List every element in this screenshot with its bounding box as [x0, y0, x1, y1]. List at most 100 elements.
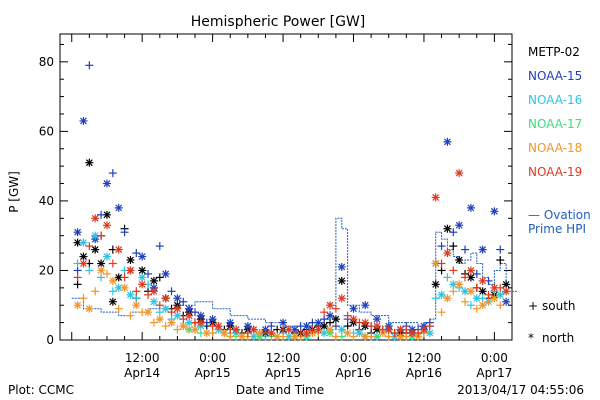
- south-plus-marker: [149, 318, 158, 327]
- marker-stroke: [397, 326, 404, 333]
- north-star-marker: [79, 238, 88, 247]
- y-tick-label: 60: [39, 124, 54, 138]
- south-plus-marker: [496, 301, 505, 310]
- marker-stroke: [455, 256, 463, 264]
- legend-south-label: south: [542, 299, 576, 313]
- south-plus-marker: [97, 273, 106, 282]
- south-plus-marker: [425, 322, 434, 331]
- south-plus-marker: [449, 287, 458, 296]
- marker-stroke: [350, 305, 357, 313]
- south-plus-marker: [390, 329, 399, 338]
- marker-stroke: [121, 284, 128, 292]
- south-plus-marker: [320, 315, 329, 324]
- north-star-marker: [466, 203, 475, 212]
- marker-stroke: [115, 273, 123, 281]
- marker-stroke: [338, 263, 346, 271]
- north-star-marker: [320, 322, 329, 331]
- marker-stroke: [115, 284, 123, 292]
- y-tick-label: 40: [39, 194, 54, 208]
- marker-stroke: [373, 315, 381, 323]
- marker-stroke: [109, 277, 117, 285]
- north-star-marker: [343, 329, 352, 338]
- marker-stroke: [479, 246, 487, 254]
- north-star-marker: [349, 304, 358, 313]
- south-plus-marker: [155, 273, 164, 282]
- marker-stroke: [314, 319, 322, 327]
- south-plus-marker: [132, 294, 141, 303]
- marker-stroke: [314, 326, 322, 333]
- marker-stroke: [127, 267, 134, 274]
- marker-stroke: [338, 294, 346, 302]
- x-tick-day-label: Apr16: [335, 366, 371, 380]
- y-tick-label: 20: [39, 263, 54, 277]
- marker-stroke: [344, 329, 352, 337]
- marker-stroke: [373, 322, 381, 330]
- legend-model-label: — Ovation: [528, 208, 591, 222]
- north-star-marker: [478, 287, 487, 296]
- marker-stroke: [326, 301, 334, 309]
- south-plus-marker: [355, 318, 364, 327]
- marker-stroke: [338, 326, 346, 333]
- south-plus-marker: [449, 266, 458, 275]
- north-star-marker: [79, 259, 88, 268]
- marker-stroke: [103, 221, 111, 229]
- marker-stroke: [144, 308, 152, 316]
- y-tick-label: 80: [39, 55, 54, 69]
- south-plus-marker: [185, 325, 194, 334]
- marker-stroke: [479, 277, 487, 285]
- footer-plot-credit: Plot: CCMC: [8, 383, 74, 397]
- south-plus-marker: [138, 308, 147, 317]
- south-plus-marker: [378, 325, 387, 334]
- ovation-step-path: [71, 217, 518, 327]
- south-plus-marker: [120, 273, 129, 282]
- south-plus-marker: [461, 245, 470, 254]
- south-plus-marker: [73, 280, 82, 289]
- marker-stroke: [490, 294, 498, 302]
- x-tick-time-label: 12:00: [407, 351, 442, 365]
- north-star-marker: [73, 238, 82, 247]
- marker-stroke: [502, 287, 510, 295]
- south-plus-marker: [73, 266, 82, 275]
- marker-stroke: [244, 322, 252, 330]
- marker-stroke: [361, 333, 369, 340]
- marker-stroke: [444, 249, 451, 257]
- north-star-marker: [138, 266, 147, 275]
- north-star-marker: [173, 311, 182, 320]
- south-plus-marker: [496, 283, 505, 292]
- north-star-marker: [161, 294, 170, 303]
- marker-stroke: [320, 329, 328, 337]
- north-star-marker: [91, 245, 100, 254]
- north-star-marker: [431, 280, 440, 289]
- marker-stroke: [179, 322, 187, 330]
- north-star-marker: [185, 311, 194, 320]
- north-star-marker: [496, 290, 505, 299]
- north-star-marker: [173, 294, 182, 303]
- north-star-marker: [114, 283, 123, 292]
- south-plus-marker: [167, 287, 176, 296]
- north-star-marker: [326, 325, 335, 334]
- north-star-marker: [226, 318, 235, 327]
- south-plus-marker: [279, 325, 288, 334]
- north-star-marker: [85, 158, 94, 167]
- south-plus-marker: [243, 329, 252, 338]
- south-plus-marker: [343, 311, 352, 320]
- marker-stroke: [115, 246, 123, 254]
- marker-stroke: [467, 267, 475, 274]
- marker-stroke: [479, 287, 487, 295]
- north-star-marker: [466, 287, 475, 296]
- south-plus-marker: [279, 332, 288, 341]
- north-star-marker: [455, 221, 464, 230]
- marker-stroke: [80, 253, 87, 260]
- marker-stroke: [426, 329, 434, 337]
- x-tick-time-label: 0:00: [481, 351, 508, 365]
- south-plus-marker: [472, 283, 481, 292]
- marker-stroke: [203, 329, 211, 337]
- marker-stroke: [191, 326, 199, 333]
- south-plus-marker: [179, 297, 188, 306]
- south-plus-marker: [472, 304, 481, 313]
- south-plus-marker: [144, 269, 153, 278]
- south-plus-marker: [331, 304, 340, 313]
- plot-border: [59, 33, 513, 341]
- north-star-marker: [249, 325, 258, 334]
